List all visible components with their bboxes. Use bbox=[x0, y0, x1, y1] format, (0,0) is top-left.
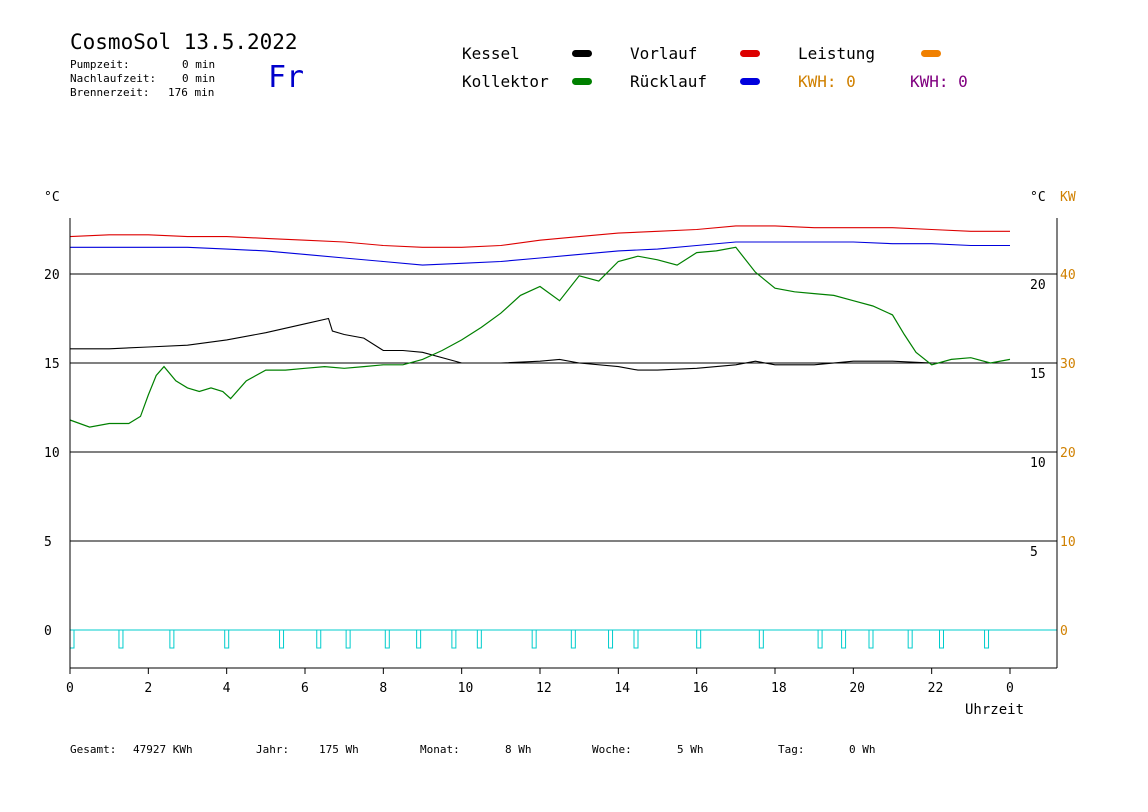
right-unit-label: °C bbox=[1030, 190, 1046, 205]
x-tick-label: 22 bbox=[928, 681, 944, 696]
y-left-tick: 10 bbox=[44, 446, 60, 461]
legend-vorlauf-swatch bbox=[740, 50, 760, 57]
nachlaufzeit-value: 0 min bbox=[182, 72, 216, 85]
y-right-tick: 5 bbox=[1030, 545, 1038, 560]
x-tick-label: 2 bbox=[144, 681, 152, 696]
ruecklauf-line bbox=[70, 241, 1010, 266]
x-tick-label: 20 bbox=[849, 681, 865, 696]
legend-kollektor-swatch bbox=[572, 78, 592, 85]
pump-marker bbox=[817, 629, 823, 649]
footer-monat-value: 8 Wh bbox=[505, 743, 532, 756]
footer-woche-value: 5 Wh bbox=[677, 743, 704, 756]
legend-kollektor-label: Kollektor bbox=[462, 72, 549, 91]
legend-kwh-solar: KWH: 0 bbox=[798, 72, 856, 91]
pump-marker bbox=[224, 629, 230, 649]
footer-tag-label: Tag: bbox=[778, 743, 805, 756]
x-tick-label: 14 bbox=[614, 681, 630, 696]
legend-ruecklauf-label: Rücklauf bbox=[630, 72, 708, 91]
pump-marker bbox=[416, 629, 422, 649]
pump-marker bbox=[279, 629, 285, 649]
y-right-tick: 15 bbox=[1030, 367, 1046, 382]
y-kw-tick: 30 bbox=[1060, 357, 1076, 372]
nachlaufzeit-label: Nachlaufzeit: bbox=[70, 72, 157, 85]
pumpzeit-label: Pumpzeit: bbox=[70, 58, 130, 71]
x-axis-label: Uhrzeit bbox=[965, 702, 1024, 718]
pump-marker bbox=[69, 629, 75, 649]
y-left-tick: 5 bbox=[44, 535, 52, 550]
pump-marker bbox=[984, 629, 990, 649]
x-tick-label: 10 bbox=[458, 681, 474, 696]
left-unit-label: °C bbox=[44, 190, 60, 205]
x-tick-label: 4 bbox=[223, 681, 231, 696]
footer-gesamt-value: 47927 KWh bbox=[133, 743, 193, 756]
pump-marker bbox=[345, 629, 351, 649]
x-tick-label: 0 bbox=[1006, 681, 1014, 696]
pump-marker bbox=[570, 629, 576, 649]
x-tick-label: 8 bbox=[379, 681, 387, 696]
brennerzeit-label: Brennerzeit: bbox=[70, 86, 150, 99]
pump-marker bbox=[451, 629, 457, 649]
legend-kwh-brenner: KWH: 0 bbox=[910, 72, 968, 91]
legend-vorlauf-label: Vorlauf bbox=[630, 44, 698, 63]
pump-marker bbox=[696, 629, 702, 649]
y-left-tick: 20 bbox=[44, 268, 60, 283]
kollektor-line bbox=[69, 246, 1011, 428]
legend-kessel-swatch bbox=[572, 50, 592, 57]
pump-marker bbox=[608, 629, 614, 649]
footer-monat-label: Monat: bbox=[420, 743, 460, 756]
pumpzeit-value: 0 min bbox=[182, 58, 216, 71]
pump-marker bbox=[758, 629, 764, 649]
vorlauf-line bbox=[69, 225, 1010, 248]
footer-tag-value: 0 Wh bbox=[849, 743, 876, 756]
pump-marker bbox=[841, 629, 847, 649]
weekday-label: Fr bbox=[268, 60, 305, 95]
legend-leistung-swatch bbox=[921, 50, 941, 57]
y-right-tick: 20 bbox=[1030, 278, 1046, 293]
kessel-line bbox=[70, 317, 1010, 371]
pump-marker bbox=[476, 629, 482, 649]
pump-marker bbox=[118, 629, 124, 649]
x-tick-label: 0 bbox=[66, 681, 74, 696]
pump-marker bbox=[939, 629, 944, 649]
footer-woche-label: Woche: bbox=[592, 743, 632, 756]
legend-leistung-label: Leistung bbox=[798, 44, 876, 63]
pump-marker bbox=[633, 629, 639, 649]
footer-jahr-label: Jahr: bbox=[256, 743, 290, 756]
footer-jahr-value: 175 Wh bbox=[319, 743, 359, 756]
brennerzeit-value: 176 min bbox=[168, 86, 215, 99]
y-left-tick: 0 bbox=[44, 624, 52, 639]
pump-marker bbox=[531, 629, 537, 649]
chart-title: CosmoSol 13.5.2022 bbox=[70, 30, 298, 54]
kw-unit-label: KW bbox=[1060, 190, 1076, 205]
x-tick-label: 6 bbox=[301, 681, 309, 696]
pump-marker bbox=[169, 629, 175, 649]
y-right-tick: 10 bbox=[1030, 456, 1046, 471]
pump-marker bbox=[907, 629, 913, 649]
y-left-tick: 15 bbox=[44, 357, 60, 372]
y-kw-tick: 20 bbox=[1060, 446, 1076, 461]
pump-marker bbox=[384, 629, 390, 649]
x-tick-label: 12 bbox=[536, 681, 552, 696]
footer-gesamt-label: Gesamt: bbox=[70, 743, 117, 756]
legend-kessel-label: Kessel bbox=[462, 44, 520, 63]
pump-marker bbox=[868, 629, 874, 649]
y-kw-tick: 0 bbox=[1060, 624, 1068, 639]
y-kw-tick: 10 bbox=[1060, 535, 1076, 550]
legend-ruecklauf-swatch bbox=[740, 78, 760, 85]
pump-marker bbox=[316, 629, 322, 649]
x-tick-label: 16 bbox=[693, 681, 709, 696]
y-kw-tick: 40 bbox=[1060, 268, 1076, 283]
x-tick-label: 18 bbox=[771, 681, 787, 696]
